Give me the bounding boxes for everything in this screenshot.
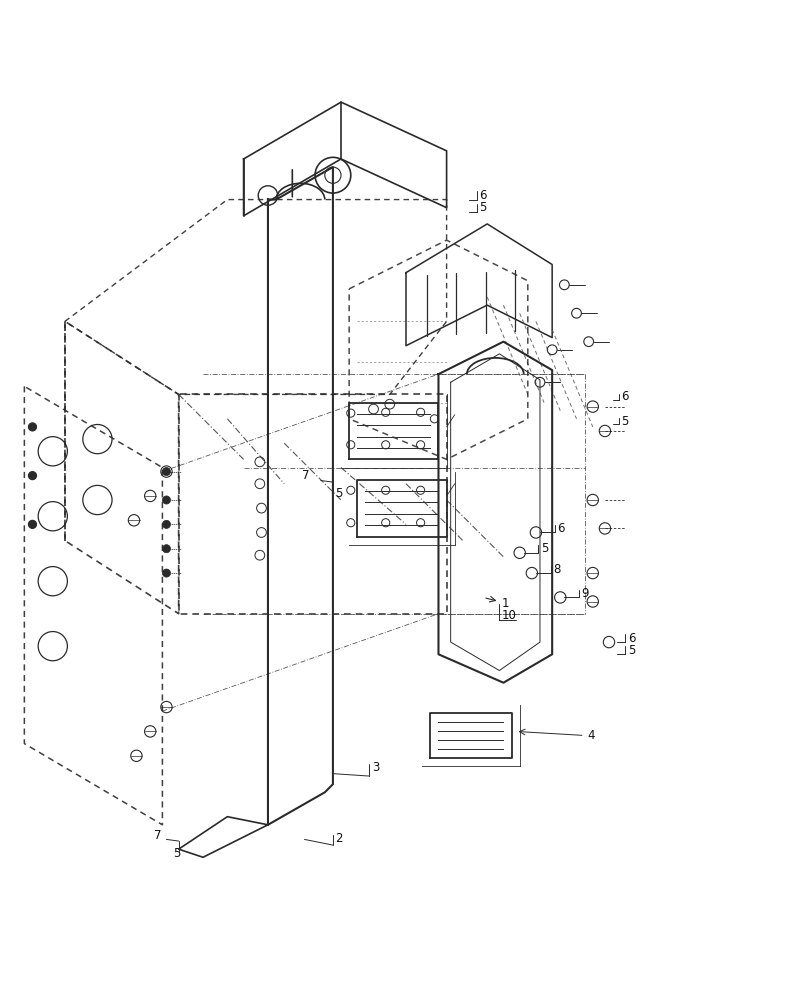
Text: 10: 10 bbox=[501, 609, 516, 622]
Text: 2: 2 bbox=[335, 832, 342, 845]
Circle shape bbox=[28, 520, 36, 528]
Circle shape bbox=[162, 545, 170, 553]
Text: 5: 5 bbox=[173, 847, 180, 860]
Circle shape bbox=[162, 520, 170, 528]
Text: 6: 6 bbox=[620, 390, 628, 403]
Text: 5: 5 bbox=[478, 201, 486, 214]
Text: 9: 9 bbox=[581, 587, 588, 600]
Text: 1: 1 bbox=[501, 597, 508, 610]
Text: 5: 5 bbox=[620, 415, 628, 428]
Circle shape bbox=[162, 569, 170, 577]
Text: 6: 6 bbox=[627, 632, 634, 645]
Text: 7: 7 bbox=[154, 829, 161, 842]
Circle shape bbox=[28, 472, 36, 480]
Text: 5: 5 bbox=[627, 644, 634, 657]
Circle shape bbox=[162, 468, 170, 476]
Circle shape bbox=[28, 423, 36, 431]
Text: 6: 6 bbox=[478, 189, 486, 202]
Text: 4: 4 bbox=[586, 729, 594, 742]
Text: 5: 5 bbox=[335, 487, 342, 500]
Circle shape bbox=[162, 496, 170, 504]
Text: 8: 8 bbox=[552, 563, 560, 576]
Text: 3: 3 bbox=[371, 761, 379, 774]
Text: 7: 7 bbox=[302, 469, 309, 482]
Text: 6: 6 bbox=[556, 522, 564, 535]
Text: 5: 5 bbox=[540, 542, 547, 555]
